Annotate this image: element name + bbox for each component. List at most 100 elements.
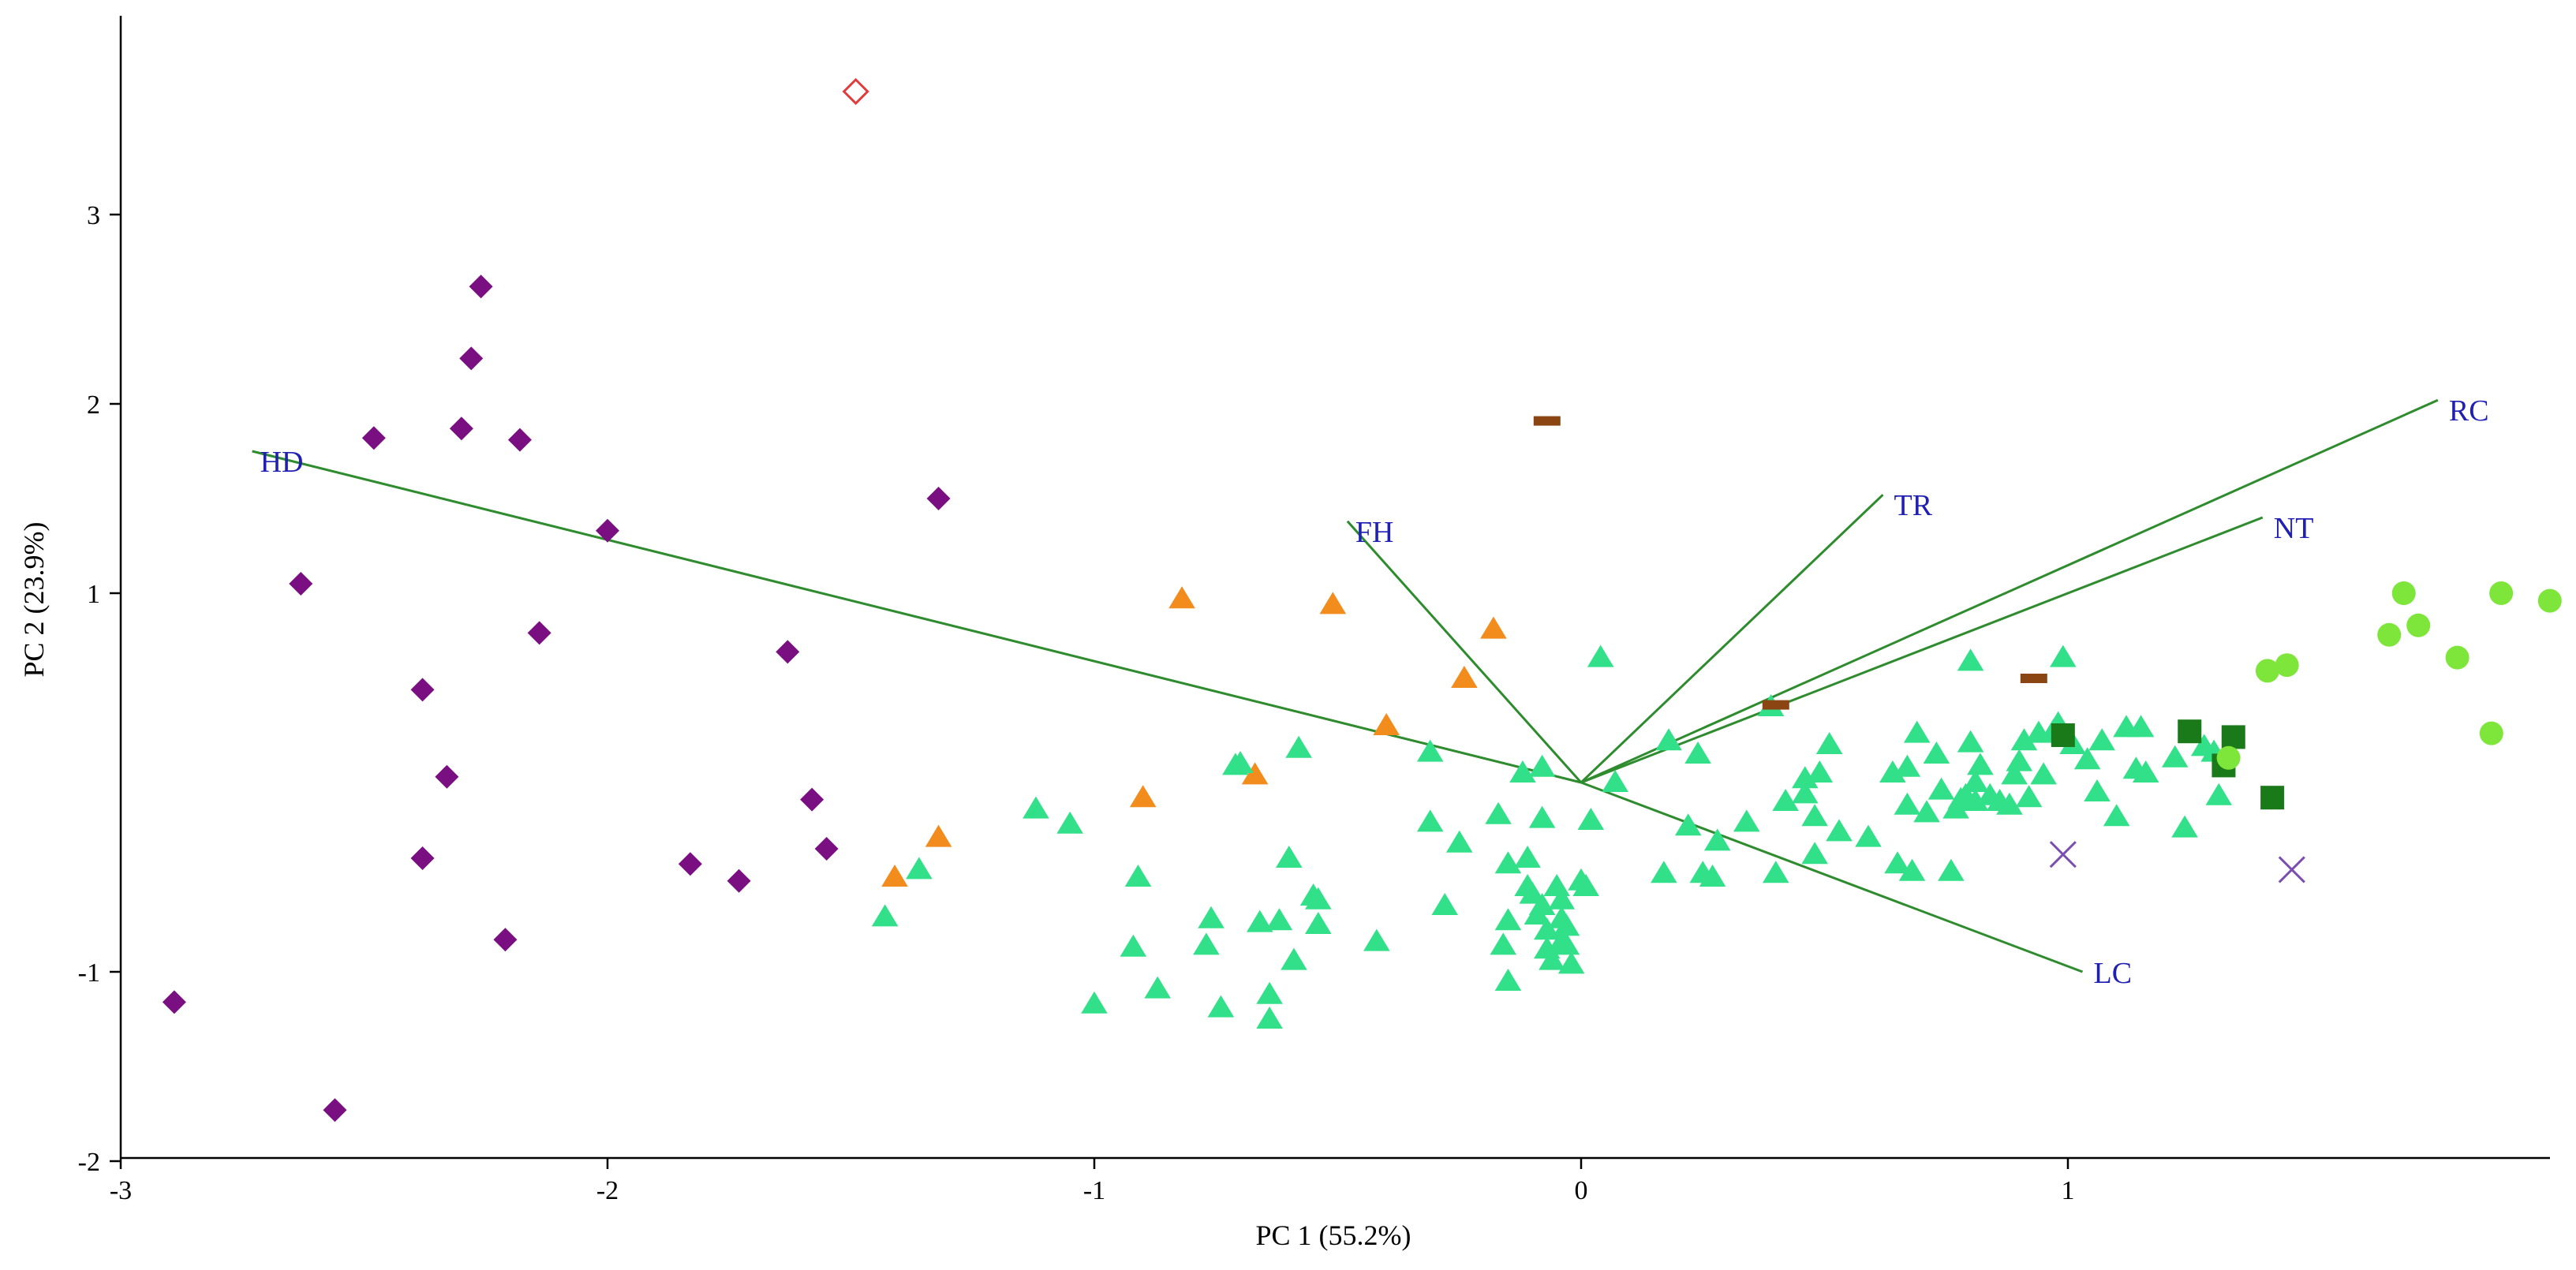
triangle-point — [2084, 779, 2111, 801]
x-tick-label: 0 — [1575, 1176, 1588, 1205]
triangle-point — [1763, 861, 1789, 883]
loading-vector-hd: HD — [252, 446, 1582, 784]
diamond-point — [435, 764, 459, 789]
triangle-point — [1548, 887, 1576, 910]
circle-point — [2255, 659, 2279, 683]
triangle-point — [1445, 830, 1473, 853]
circle-point — [2489, 581, 2514, 605]
triangle-point — [1733, 809, 1760, 832]
diamond-open-point — [842, 77, 869, 106]
diamond-point — [596, 518, 619, 543]
triangle-point — [2030, 762, 2057, 785]
loading-line — [1580, 781, 2084, 973]
triangle-point — [1815, 732, 1843, 754]
y-tick-label: -2 — [78, 1148, 100, 1177]
triangle-point — [1961, 789, 1989, 811]
y-tick-label: 1 — [87, 580, 100, 609]
triangle-point — [1528, 805, 1556, 828]
triangle-point — [906, 857, 933, 880]
triangle-point — [1281, 947, 1307, 970]
triangle-point — [1120, 934, 1147, 957]
triangle-point — [925, 824, 952, 847]
triangle-point — [1577, 808, 1605, 830]
loading-vector-lc: LC — [1580, 781, 2132, 990]
dash-point — [1762, 700, 1789, 710]
diamond-point — [361, 426, 386, 450]
triangle-point — [2010, 728, 2038, 751]
loading-vector-tr: TR — [1580, 489, 1933, 784]
circle-point — [2445, 645, 2469, 670]
triangle-point — [1056, 811, 1083, 834]
triangle-point — [2127, 715, 2155, 738]
triangle-point — [1826, 819, 1853, 842]
loading-label: HD — [260, 446, 304, 479]
score-points — [162, 77, 2562, 1122]
triangle-point — [1772, 789, 1799, 811]
cross-point — [2049, 841, 2077, 868]
triangle-point — [1193, 932, 1220, 955]
loading-line — [1580, 398, 2439, 784]
triangle-point — [1168, 586, 1195, 609]
triangle-point — [1528, 893, 1556, 915]
diamond-point — [162, 990, 186, 1014]
x-tick-label: -2 — [596, 1176, 619, 1205]
circle-point — [2479, 721, 2503, 745]
triangle-point — [1494, 969, 1522, 991]
loading-vector-nt: NT — [1580, 512, 2314, 784]
y-tick-label: 3 — [87, 201, 100, 230]
triangle-point — [1494, 908, 1522, 931]
loading-label: NT — [2274, 512, 2314, 545]
triangle-point — [1416, 809, 1444, 832]
y-axis-title: PC 2 (23.9%) — [18, 522, 50, 678]
square-point — [2178, 719, 2202, 744]
triangle-point — [1490, 932, 1517, 955]
triangle-point — [1416, 739, 1444, 762]
triangle-point — [1543, 874, 1570, 896]
triangle-point — [2161, 745, 2189, 768]
loading-vectors: HD FH TR RC NT LC — [252, 394, 2489, 990]
triangle-point — [1431, 893, 1459, 915]
diamond-point — [678, 852, 702, 876]
dash-point — [2020, 674, 2047, 683]
triangle-point — [1855, 824, 1882, 847]
series-4-dash — [1533, 416, 2047, 710]
triangle-point — [1494, 851, 1522, 874]
triangle-point — [1553, 913, 1580, 936]
triangle-point — [1655, 728, 1682, 751]
triangle-point — [1557, 951, 1585, 974]
triangle-point — [1903, 720, 1931, 743]
triangle-point — [1363, 928, 1390, 951]
triangle-point — [1651, 861, 1677, 883]
triangle-point — [2205, 783, 2233, 805]
triangle-point — [1602, 770, 1628, 792]
triangle-point — [1207, 995, 1235, 1018]
loading-label: TR — [1894, 489, 1933, 522]
triangle-point — [1938, 858, 1965, 881]
triangle-point — [1699, 865, 1726, 887]
diamond-point — [493, 928, 518, 952]
triangle-point — [1285, 735, 1312, 758]
triangle-point — [1319, 592, 1347, 614]
triangle-point — [1276, 846, 1303, 868]
x-tick-label: -1 — [1083, 1176, 1105, 1205]
diamond-point — [776, 640, 800, 664]
triangle-point — [1246, 910, 1273, 932]
triangle-point — [1480, 616, 1507, 639]
square-point — [2260, 786, 2285, 810]
triangle-point — [1534, 917, 1561, 940]
loading-label: FH — [1355, 516, 1394, 549]
x-tick-label: -3 — [110, 1176, 132, 1205]
triangle-point — [1792, 781, 1819, 804]
loading-line — [1580, 516, 2264, 784]
triangle-point — [1023, 796, 1049, 819]
triangle-point — [1144, 976, 1172, 999]
triangle-point — [1129, 785, 1157, 808]
triangle-point — [2132, 760, 2159, 783]
triangle-point — [2050, 644, 2077, 667]
square-point — [2051, 723, 2075, 747]
triangle-point — [1684, 741, 1711, 764]
triangle-point — [1198, 906, 1224, 928]
series-7-cross — [2049, 841, 2305, 883]
loading-label: RC — [2449, 394, 2489, 428]
triangle-point — [1509, 760, 1536, 783]
